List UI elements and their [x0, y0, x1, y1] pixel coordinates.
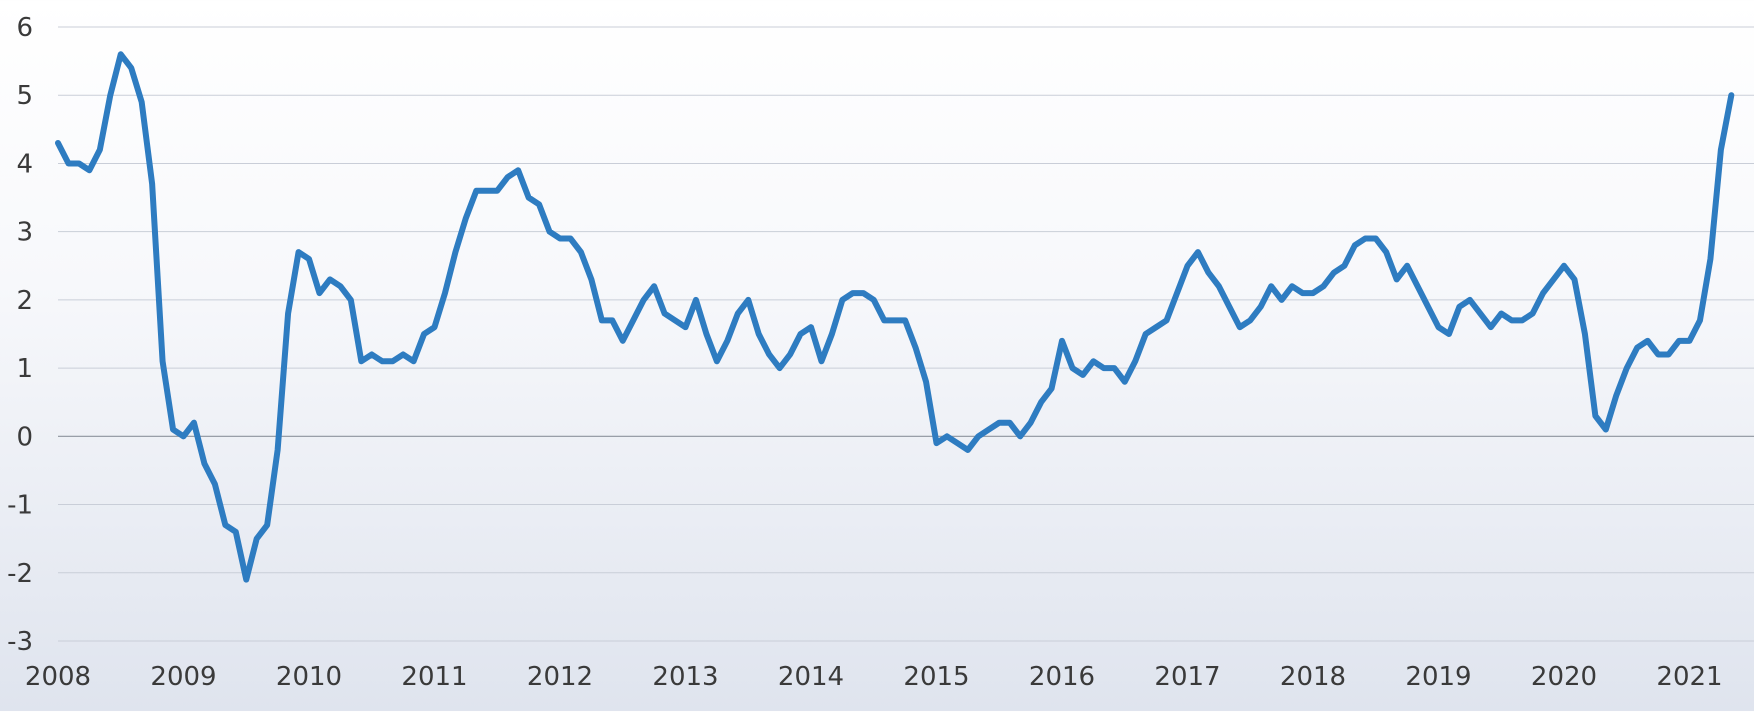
y-axis-tick-labels: -3 -2 -1 0 1 2 3 4 5 6 — [7, 13, 33, 657]
gridlines — [58, 26, 1754, 642]
x-tick-label: 2014 — [778, 662, 844, 692]
x-tick-label: 2009 — [150, 662, 216, 692]
series-line-0 — [55, 51, 1735, 583]
y-tick-label: 3 — [16, 218, 33, 248]
x-tick-label: 2011 — [401, 662, 467, 692]
y-tick-label: 5 — [16, 81, 33, 111]
x-tick-label: 2018 — [1280, 662, 1346, 692]
x-tick-label: 2021 — [1656, 662, 1722, 692]
y-tick-label: 4 — [16, 149, 33, 179]
y-tick-label: -2 — [7, 559, 33, 589]
x-tick-label: 2012 — [527, 662, 593, 692]
x-tick-label: 2008 — [25, 662, 91, 692]
x-tick-label: 2013 — [652, 662, 718, 692]
x-tick-label: 2015 — [903, 662, 969, 692]
series-layer — [55, 51, 1735, 583]
x-axis-tick-labels: 2008 2009 2010 2011 2012 2013 2014 2015 2016 2017… — [25, 662, 1723, 692]
y-tick-label: 1 — [16, 354, 33, 384]
y-tick-label: 2 — [16, 286, 33, 316]
y-tick-label: 6 — [16, 13, 33, 43]
y-tick-label: -3 — [7, 627, 33, 657]
y-tick-label: 0 — [16, 422, 33, 452]
x-tick-label: 2017 — [1154, 662, 1220, 692]
x-tick-label: 2016 — [1029, 662, 1095, 692]
y-tick-label: -1 — [7, 491, 33, 521]
x-tick-label: 2020 — [1531, 662, 1597, 692]
x-tick-label: 2019 — [1405, 662, 1471, 692]
x-tick-label: 2010 — [276, 662, 342, 692]
